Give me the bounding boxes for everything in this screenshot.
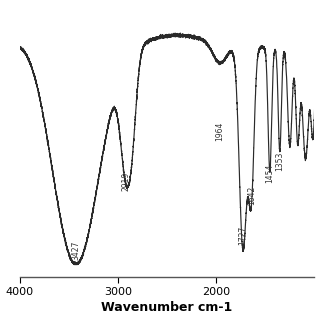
Text: 2919: 2919 — [121, 171, 130, 190]
X-axis label: Wavenumber cm-1: Wavenumber cm-1 — [101, 301, 233, 315]
Text: 1727: 1727 — [238, 226, 247, 245]
Text: 1454: 1454 — [265, 164, 274, 183]
Text: 1642: 1642 — [247, 186, 256, 205]
Text: 1353: 1353 — [275, 151, 284, 171]
Text: 1964: 1964 — [215, 122, 224, 141]
Text: 3427: 3427 — [71, 240, 80, 260]
